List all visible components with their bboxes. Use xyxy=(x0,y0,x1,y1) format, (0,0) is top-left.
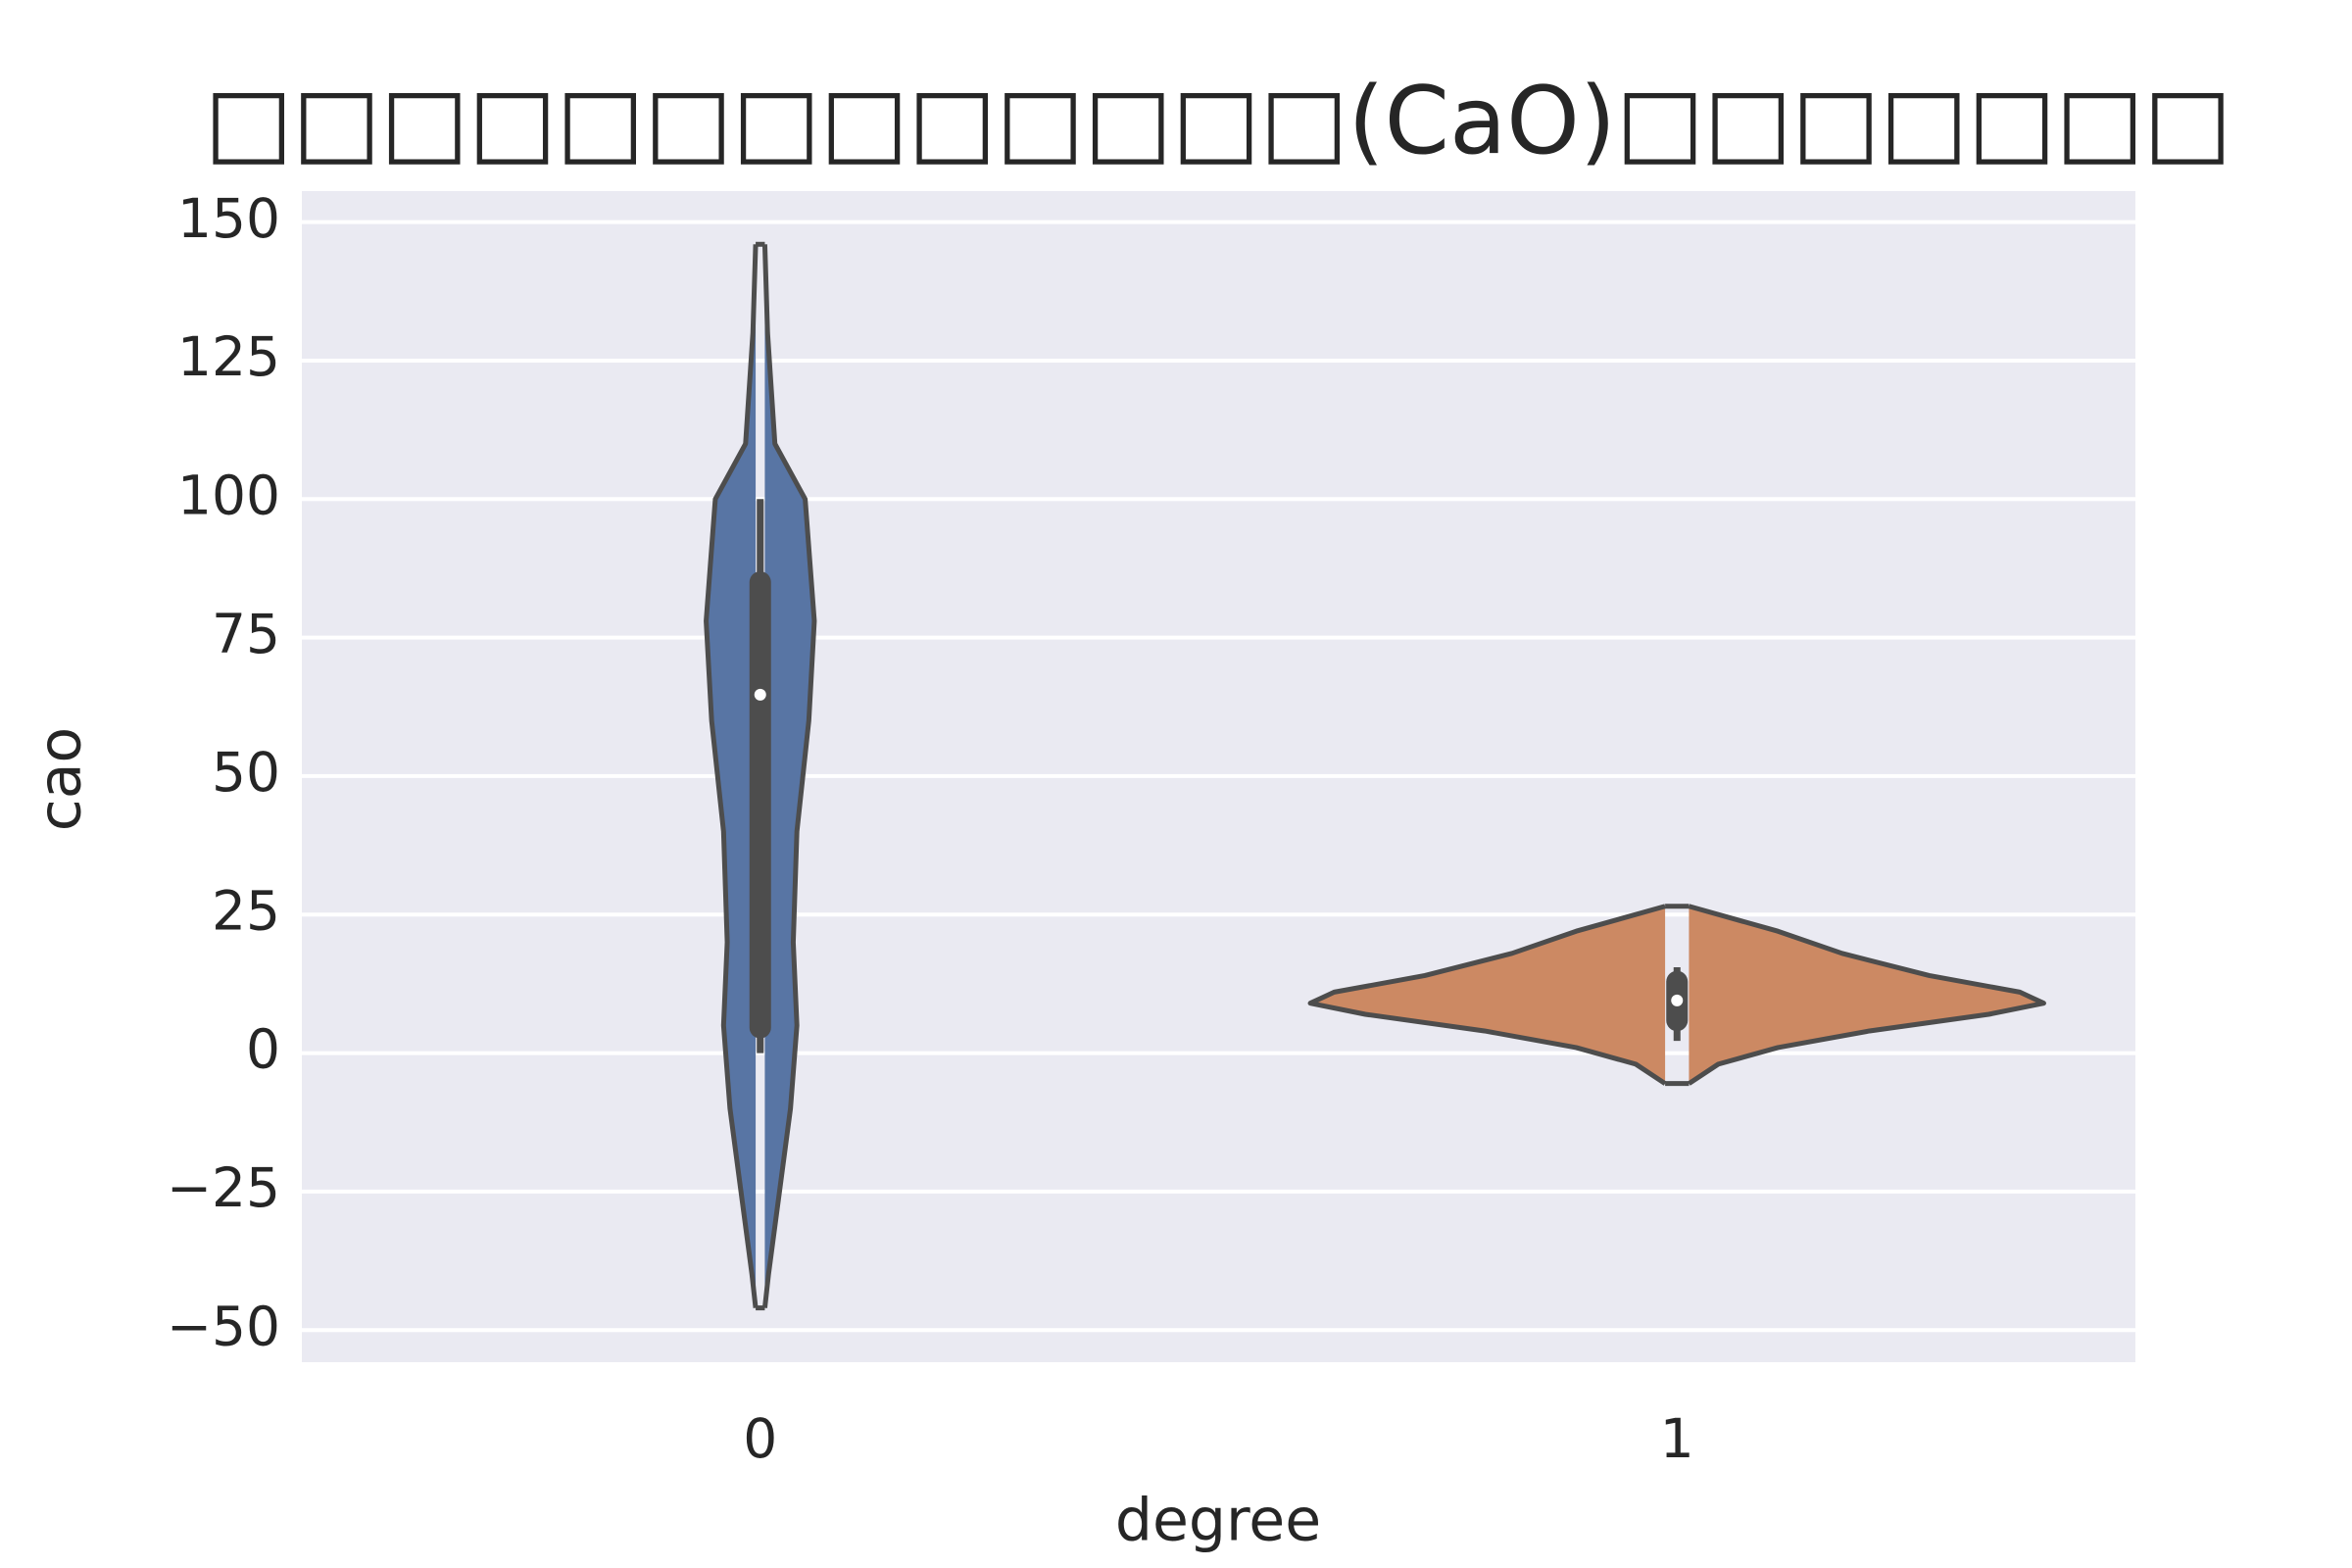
y-tick-label: −25 xyxy=(167,1156,280,1219)
y-tick-label: −50 xyxy=(167,1295,280,1357)
y-axis-label: cao xyxy=(26,727,95,831)
violin-outline xyxy=(704,244,759,1308)
y-tick-label: 125 xyxy=(177,325,280,388)
y-tick-label: 100 xyxy=(177,464,280,526)
y-tick-label: 75 xyxy=(212,603,280,665)
x-axis-label: degree xyxy=(1115,1487,1321,1555)
y-tick-label: 150 xyxy=(177,187,280,250)
violin-body xyxy=(1310,906,1666,1084)
violin-outline xyxy=(1307,904,1667,1086)
y-tick-label: 25 xyxy=(212,879,280,942)
chart-title: □□□□□□□□□□□□□(CaO)□□□□□□□ xyxy=(205,68,2232,175)
x-tick-label: 0 xyxy=(743,1407,777,1470)
median xyxy=(754,688,766,701)
violin-body xyxy=(706,244,757,1308)
y-tick-label: 0 xyxy=(246,1018,280,1081)
violin-outline xyxy=(1688,904,2046,1086)
median xyxy=(1671,994,1684,1006)
violin-body xyxy=(1689,906,2044,1084)
x-tick-label: 1 xyxy=(1660,1407,1694,1470)
y-tick-label: 50 xyxy=(212,741,280,804)
violin-outline xyxy=(761,244,817,1308)
violin-body xyxy=(764,244,814,1308)
